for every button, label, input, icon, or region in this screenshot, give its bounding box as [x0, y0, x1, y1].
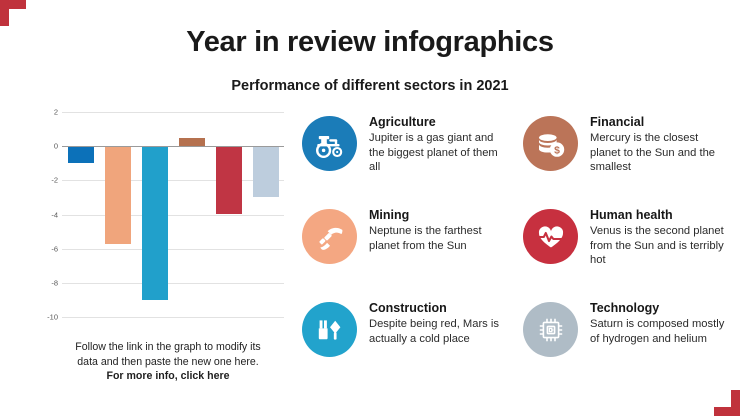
microchip-icon [523, 302, 578, 357]
caption-line-1: Follow the link in the graph to modify i… [75, 341, 261, 353]
caption-line-2: data and then paste the new one here. [77, 355, 259, 368]
gridline-0: 0 [54, 142, 284, 151]
feature-body: Venus is the second planet from the Sun … [590, 225, 724, 267]
bar-agriculture [67, 146, 94, 164]
feature-text: Construction Despite being red, Mars is a… [369, 300, 507, 346]
pickaxe-icon [302, 209, 357, 264]
feature-text: Human health Venus is the second planet f… [590, 207, 728, 268]
caption-line-3-prefix: For more info, [106, 370, 181, 382]
caption-line-3: For more info, click here [40, 369, 296, 384]
bar-human-health [215, 146, 242, 215]
bar-financial [178, 137, 205, 147]
feature-body: Jupiter is a gas giant and the biggest p… [369, 132, 498, 174]
gridline--8: -8 [51, 278, 284, 287]
construction-tools-icon [302, 302, 357, 357]
corner-accent-top-left [0, 0, 26, 9]
gridline--6: -6 [51, 244, 284, 253]
y-axis-tick-label: -6 [51, 244, 58, 254]
feature-item-mining[interactable]: Mining Neptune is the farthest planet fro… [302, 207, 513, 300]
feature-text: Mining Neptune is the farthest planet fro… [369, 207, 507, 253]
gridline--2: -2 [51, 176, 284, 185]
feature-heading: Technology [590, 301, 660, 315]
bar-construction [141, 146, 168, 300]
y-axis-tick-label: -2 [51, 175, 58, 185]
corner-accent-top-left-vertical [0, 0, 9, 26]
bar-mining [104, 146, 131, 245]
y-axis-tick-label: 0 [53, 141, 58, 151]
feature-item-agriculture[interactable]: Agriculture Jupiter is a gas giant and th… [302, 114, 513, 207]
feature-item-financial[interactable]: $ Financial Mercury is the closest planet … [523, 114, 734, 207]
feature-heading: Agriculture [369, 115, 436, 129]
feature-grid: Agriculture Jupiter is a gas giant and th… [302, 114, 734, 402]
chart-bars [62, 112, 284, 317]
feature-heading: Mining [369, 208, 410, 222]
corner-accent-bottom-right [714, 407, 740, 416]
feature-text: Technology Saturn is composed mostly of h… [590, 300, 728, 346]
more-info-link[interactable]: click here [180, 370, 230, 382]
page-subtitle: Performance of different sectors in 2021 [231, 78, 509, 94]
y-axis-tick-label: -8 [51, 278, 58, 288]
feature-text: Financial Mercury is the closest planet t… [590, 114, 728, 175]
feature-heading: Construction [369, 301, 447, 315]
gridline-2: 2 [54, 108, 284, 117]
y-axis-tick-label: -4 [51, 210, 58, 219]
feature-body: Neptune is the farthest planet from the … [369, 225, 482, 252]
gridline--10: -10 [47, 313, 284, 322]
gridline--4: -4 [51, 210, 284, 219]
chart-caption: Follow the link in the graph to modify i… [40, 340, 296, 384]
y-axis-tick-label: -10 [47, 312, 58, 322]
chart-plot-area: 2 0 -2 -4 -6 -8 -10 [47, 108, 284, 322]
bar-technology [252, 146, 279, 198]
bar-chart: 2 0 -2 -4 -6 -8 -10 Follow the link in the gra… [40, 108, 290, 402]
svg-text:$: $ [554, 145, 560, 156]
feature-body: Despite being red, Mars is actually a co… [369, 318, 499, 345]
page-title: Year in review infographics [186, 26, 554, 58]
tractor-icon [302, 116, 357, 171]
y-axis-tick-label: 2 [53, 107, 58, 117]
feature-body: Mercury is the closest planet to the Sun… [590, 132, 716, 174]
coins-dollar-icon: $ [523, 116, 578, 171]
feature-heading: Financial [590, 115, 645, 129]
feature-body: Saturn is composed mostly of hydrogen an… [590, 318, 725, 345]
feature-item-human-health[interactable]: Human health Venus is the second planet f… [523, 207, 734, 300]
feature-item-construction[interactable]: Construction Despite being red, Mars is a… [302, 300, 513, 393]
feature-text: Agriculture Jupiter is a gas giant and th… [369, 114, 507, 175]
corner-accent-bottom-right-vertical [731, 390, 740, 416]
heart-pulse-icon [523, 209, 578, 264]
feature-heading: Human health [590, 208, 673, 222]
feature-item-technology[interactable]: Technology Saturn is composed mostly of h… [523, 300, 734, 393]
